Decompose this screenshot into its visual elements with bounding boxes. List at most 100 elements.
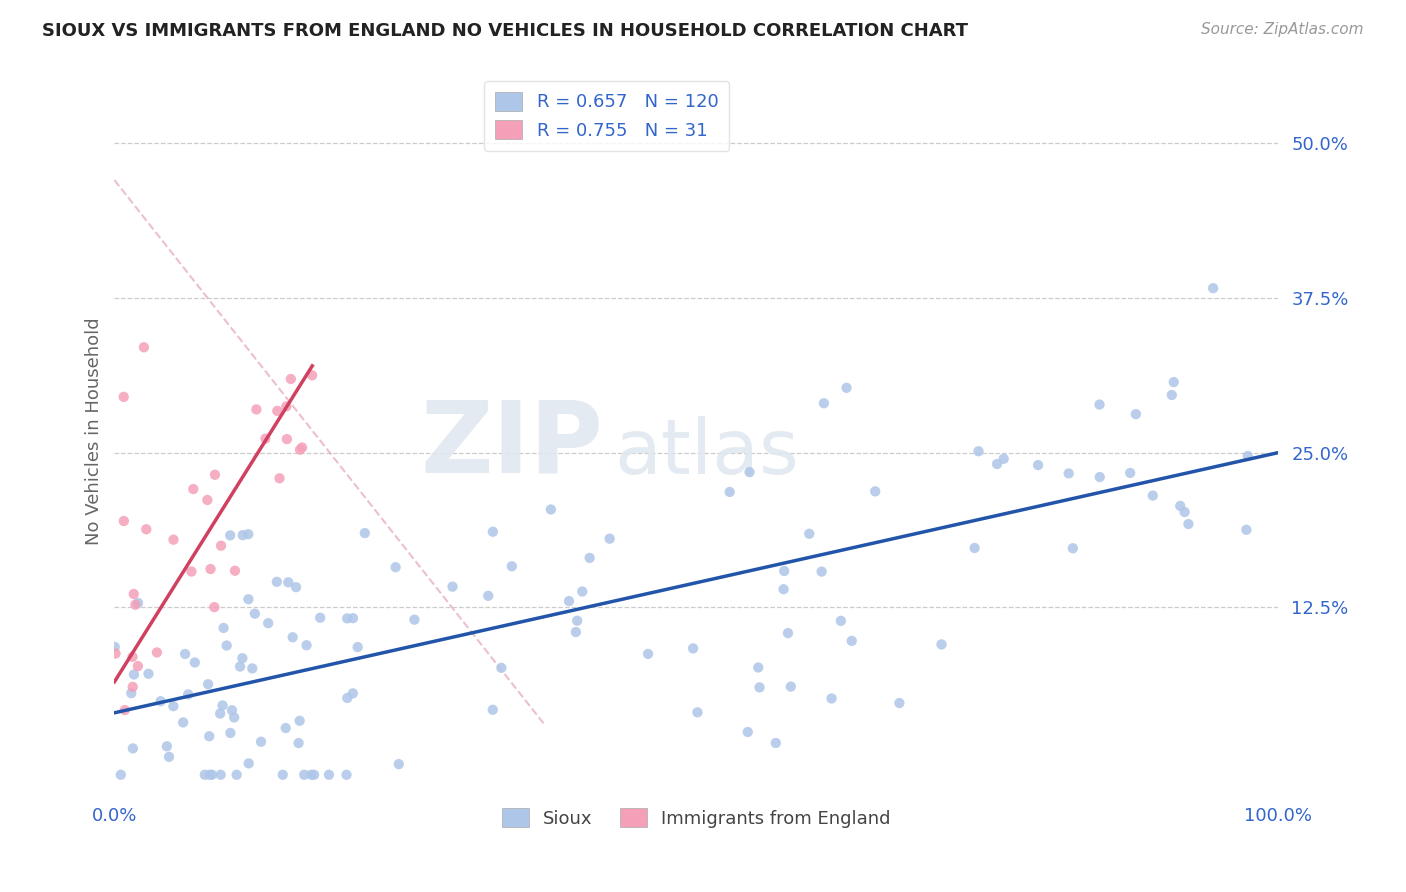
Point [184, 656, 207, 670]
Point [776, 626, 799, 640]
Point [180, 565, 202, 579]
Point [162, 699, 184, 714]
Point [135, 522, 157, 536]
Point [257, 616, 280, 631]
Point [1234, 523, 1257, 537]
Point [738, 465, 761, 479]
Point [209, 706, 232, 721]
Point [114, 703, 136, 717]
Point [194, 768, 217, 782]
Point [1163, 375, 1185, 389]
Point [232, 528, 254, 542]
Point [335, 768, 357, 782]
Point [813, 396, 835, 410]
Point [779, 680, 801, 694]
Point [342, 686, 364, 700]
Point [276, 432, 298, 446]
Point [931, 637, 953, 651]
Point [718, 484, 741, 499]
Point [240, 661, 263, 675]
Point [266, 404, 288, 418]
Point [285, 580, 308, 594]
Point [174, 647, 197, 661]
Legend: Sioux, Immigrants from England: Sioux, Immigrants from England [495, 801, 898, 835]
Y-axis label: No Vehicles in Household: No Vehicles in Household [86, 318, 103, 545]
Point [342, 611, 364, 625]
Point [1174, 505, 1197, 519]
Point [291, 441, 314, 455]
Point [799, 526, 821, 541]
Point [287, 736, 309, 750]
Point [993, 451, 1015, 466]
Point [301, 368, 323, 383]
Point [1057, 467, 1080, 481]
Point [198, 729, 221, 743]
Point [110, 768, 132, 782]
Point [295, 638, 318, 652]
Point [104, 640, 127, 654]
Point [211, 698, 233, 713]
Point [1177, 517, 1199, 532]
Point [810, 565, 832, 579]
Point [1168, 499, 1191, 513]
Point [277, 575, 299, 590]
Point [124, 598, 146, 612]
Point [302, 768, 325, 782]
Point [202, 600, 225, 615]
Point [353, 526, 375, 541]
Point [104, 647, 127, 661]
Point [558, 594, 581, 608]
Text: SIOUX VS IMMIGRANTS FROM ENGLAND NO VEHICLES IN HOUSEHOLD CORRELATION CHART: SIOUX VS IMMIGRANTS FROM ENGLAND NO VEHI… [42, 22, 969, 40]
Point [772, 582, 794, 597]
Point [1088, 470, 1111, 484]
Point [501, 559, 523, 574]
Point [276, 400, 298, 414]
Point [599, 532, 621, 546]
Point [288, 442, 311, 457]
Point [737, 725, 759, 739]
Text: atlas: atlas [614, 416, 800, 490]
Point [765, 736, 787, 750]
Point [229, 659, 252, 673]
Point [209, 768, 232, 782]
Point [281, 630, 304, 644]
Point [482, 524, 505, 539]
Text: ZIP: ZIP [420, 397, 603, 494]
Point [1202, 281, 1225, 295]
Point [238, 756, 260, 771]
Point [830, 614, 852, 628]
Point [441, 580, 464, 594]
Point [271, 768, 294, 782]
Point [219, 726, 242, 740]
Point [198, 768, 221, 782]
Point [346, 640, 368, 654]
Point [138, 666, 160, 681]
Point [112, 514, 135, 528]
Point [388, 757, 411, 772]
Point [318, 768, 340, 782]
Point [127, 659, 149, 673]
Point [1119, 466, 1142, 480]
Point [162, 533, 184, 547]
Point [201, 768, 224, 782]
Point [571, 584, 593, 599]
Point [404, 613, 426, 627]
Point [132, 340, 155, 354]
Point [274, 721, 297, 735]
Point [121, 680, 143, 694]
Point [686, 706, 709, 720]
Point [336, 690, 359, 705]
Point [127, 596, 149, 610]
Point [195, 492, 218, 507]
Point [181, 482, 204, 496]
Point [748, 681, 770, 695]
Point [1062, 541, 1084, 556]
Point [682, 641, 704, 656]
Point [266, 574, 288, 589]
Point [200, 562, 222, 576]
Point [122, 587, 145, 601]
Point [112, 390, 135, 404]
Point [491, 661, 513, 675]
Point [477, 589, 499, 603]
Point [986, 457, 1008, 471]
